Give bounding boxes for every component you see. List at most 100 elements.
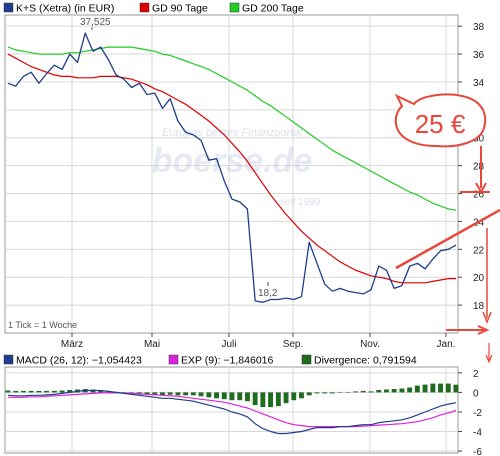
divergence-bar — [28, 390, 34, 393]
divergence-bar — [175, 392, 181, 396]
legend-label-gd90: GD 90 Tage — [152, 3, 208, 15]
divergence-bar — [21, 390, 26, 393]
macd-ytick-label: -4 — [473, 428, 482, 439]
price-ytick-label: 38 — [473, 22, 485, 33]
price-xtick-label: Nov. — [360, 339, 380, 350]
legend-label-divergence: Divergence: 0,791594 — [314, 355, 417, 367]
divergence-bars — [5, 383, 459, 408]
divergence-bar — [221, 392, 227, 400]
divergence-bar — [275, 392, 281, 407]
divergence-bar — [368, 391, 374, 393]
divergence-bar — [376, 390, 382, 393]
watermark-tagline: Europas bestes Finanzportal — [162, 127, 303, 139]
legend-swatch-exp — [168, 354, 179, 365]
legend-swatch-macd — [3, 354, 14, 365]
price-legend: K+S (Xetra) (in EUR) GD 90 Tage GD 200 T… — [3, 2, 304, 15]
price-xtick-label: Mai — [144, 339, 160, 350]
series-line-gd200 — [7, 46, 457, 211]
arrow-small-down-head-icon — [485, 354, 493, 364]
divergence-bar — [198, 392, 204, 397]
divergence-bar — [5, 390, 11, 393]
divergence-bar — [306, 392, 312, 396]
legend-label-gd200: GD 200 Tage — [242, 3, 304, 15]
divergence-bar — [59, 390, 65, 393]
price-ytick-label: 34 — [473, 78, 485, 89]
divergence-bar — [314, 392, 320, 394]
divergence-bar — [190, 392, 196, 396]
arrow-down-head-icon — [482, 311, 492, 325]
high-annotation: 37,525 — [80, 17, 111, 28]
divergence-bar — [360, 390, 366, 393]
divergence-bar — [252, 392, 258, 406]
divergence-bar — [206, 392, 212, 398]
divergence-bar — [438, 383, 443, 393]
divergence-bar — [407, 387, 413, 393]
price-target-label: 25 € — [415, 109, 466, 139]
low-annotation: 18,2 — [258, 288, 278, 299]
trend-line-icon — [395, 208, 500, 270]
divergence-bar — [98, 390, 104, 393]
divergence-bar — [260, 392, 266, 408]
divergence-bar — [291, 392, 297, 401]
tick-footnote: 1 Tick = 1 Woche — [8, 320, 77, 330]
macd-ytick-label: -2 — [473, 408, 482, 419]
price-plot-area — [4, 14, 459, 334]
legend-label-price: K+S (Xetra) (in EUR) — [16, 3, 114, 15]
price-ytick-label: 18 — [473, 301, 485, 312]
divergence-bar — [214, 392, 219, 399]
legend-label-exp: EXP (9): −1,846016 — [181, 355, 273, 367]
divergence-bar — [51, 390, 57, 393]
series-line-price — [7, 32, 457, 303]
divergence-bar — [283, 392, 289, 404]
legend-label-macd: MACD (26, 12): −1,054423 — [16, 355, 142, 367]
macd-y-axis: 2 0 -2 -4 -6 — [458, 369, 482, 456]
divergence-bar — [144, 392, 150, 395]
divergence-bar — [167, 392, 173, 395]
price-xtick-label: Juli — [221, 339, 236, 350]
price-xtick-label: Jan. — [437, 339, 456, 350]
divergence-bar — [229, 392, 235, 401]
watermark: Europas bestes Finanzportal boerse.de se… — [152, 127, 321, 208]
price-ytick-label: 26 — [473, 190, 485, 201]
divergence-bar — [44, 390, 49, 393]
price-grid — [5, 15, 458, 333]
legend-swatch-price — [3, 2, 14, 13]
divergence-bar — [36, 390, 42, 393]
macd-series-line-exp — [8, 392, 457, 428]
macd-panel: MACD (26, 12): −1,054423 EXP (9): −1,846… — [3, 354, 482, 456]
divergence-bar — [152, 392, 158, 395]
divergence-bar — [13, 390, 19, 393]
price-ytick-label: 22 — [473, 245, 485, 256]
price-panel: Europas bestes Finanzportal boerse.de se… — [3, 2, 485, 350]
arrow-right-head-icon — [477, 325, 490, 335]
price-ytick-label: 36 — [473, 50, 485, 61]
speech-bubble — [394, 93, 487, 148]
price-xtick-label: Sep. — [283, 339, 304, 350]
divergence-bar — [160, 392, 165, 396]
macd-ytick-label: 2 — [473, 369, 479, 380]
price-x-axis: März Mai Juli Sep. Nov. Jan. — [61, 333, 456, 350]
divergence-bar — [245, 392, 250, 402]
price-series-group — [7, 32, 457, 303]
divergence-bar — [299, 392, 304, 399]
price-target-annotation: 25 € — [394, 93, 500, 364]
series-line-gd90 — [7, 53, 456, 284]
legend-swatch-divergence — [301, 354, 312, 365]
legend-swatch-gd90 — [139, 2, 150, 13]
divergence-bar — [453, 384, 459, 393]
macd-legend: MACD (26, 12): −1,054423 EXP (9): −1,846… — [3, 354, 417, 367]
price-ytick-label: 20 — [473, 273, 485, 284]
divergence-bar — [391, 389, 397, 393]
divergence-bar — [414, 385, 420, 393]
legend-swatch-gd200 — [229, 2, 240, 13]
divergence-bar — [268, 392, 273, 408]
divergence-bar — [237, 392, 243, 401]
macd-ytick-label: 0 — [473, 388, 479, 399]
watermark-brand: boerse.de — [152, 142, 313, 180]
divergence-bar — [322, 392, 328, 394]
macd-plot-area — [4, 366, 459, 454]
divergence-bar — [430, 383, 436, 393]
macd-series-group — [7, 389, 457, 435]
divergence-bar — [345, 392, 351, 393]
